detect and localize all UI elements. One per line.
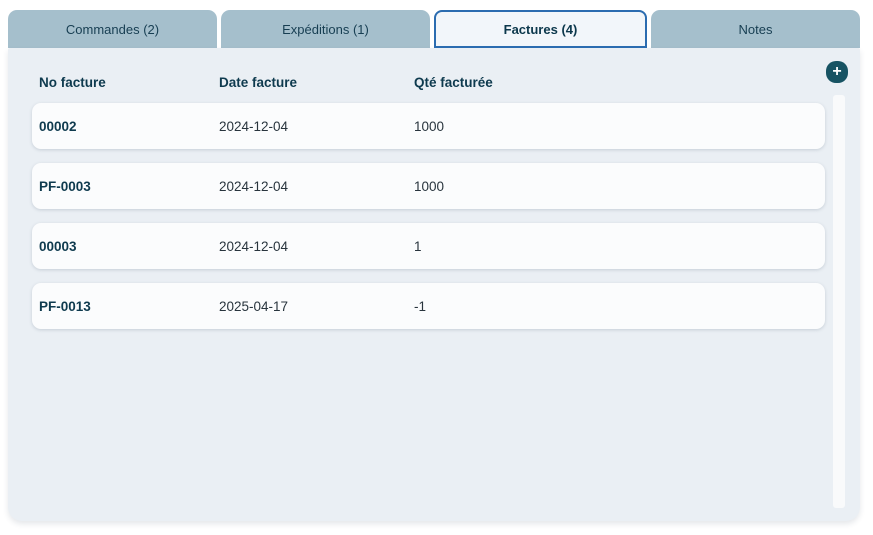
cell-no-facture: PF-0013 xyxy=(39,298,91,314)
cell-date-facture: 2025-04-17 xyxy=(219,298,289,314)
cell-no-facture: 00002 xyxy=(39,118,77,134)
cell-qte-facturee: 1 xyxy=(414,238,422,254)
table-row[interactable]: PF-0013 2025-04-17 -1 xyxy=(32,283,825,329)
table-row[interactable]: 00002 2024-12-04 1000 xyxy=(32,103,825,149)
column-header-qte-facturee: Qté facturée xyxy=(414,75,493,90)
table-row[interactable]: 00003 2024-12-04 1 xyxy=(32,223,825,269)
tab-notes[interactable]: Notes xyxy=(651,10,860,48)
table-header-row: No facture Date facture Qté facturée xyxy=(39,75,825,90)
cell-date-facture: 2024-12-04 xyxy=(219,118,289,134)
cell-qte-facturee: 1000 xyxy=(414,118,445,134)
cell-date-facture: 2024-12-04 xyxy=(219,238,289,254)
table-body: 00002 2024-12-04 1000 PF-0003 2024-12-04… xyxy=(32,103,825,329)
cell-qte-facturee: 1000 xyxy=(414,178,445,194)
column-header-no-facture: No facture xyxy=(39,75,106,90)
cell-qte-facturee: -1 xyxy=(414,298,427,314)
table-row[interactable]: PF-0003 2024-12-04 1000 xyxy=(32,163,825,209)
tab-expeditions[interactable]: Expéditions (1) xyxy=(221,10,430,48)
add-facture-button[interactable]: + xyxy=(826,61,848,83)
cell-no-facture: 00003 xyxy=(39,238,77,254)
cell-no-facture: PF-0003 xyxy=(39,178,91,194)
factures-panel: + No facture Date facture Qté facturée 0… xyxy=(8,48,860,521)
column-header-date-facture: Date facture xyxy=(219,75,298,90)
tab-bar: Commandes (2) Expéditions (1) Factures (… xyxy=(8,10,860,48)
scrollbar-thumb[interactable] xyxy=(833,95,845,508)
tab-factures[interactable]: Factures (4) xyxy=(434,10,647,48)
cell-date-facture: 2024-12-04 xyxy=(219,178,289,194)
tab-commandes[interactable]: Commandes (2) xyxy=(8,10,217,48)
